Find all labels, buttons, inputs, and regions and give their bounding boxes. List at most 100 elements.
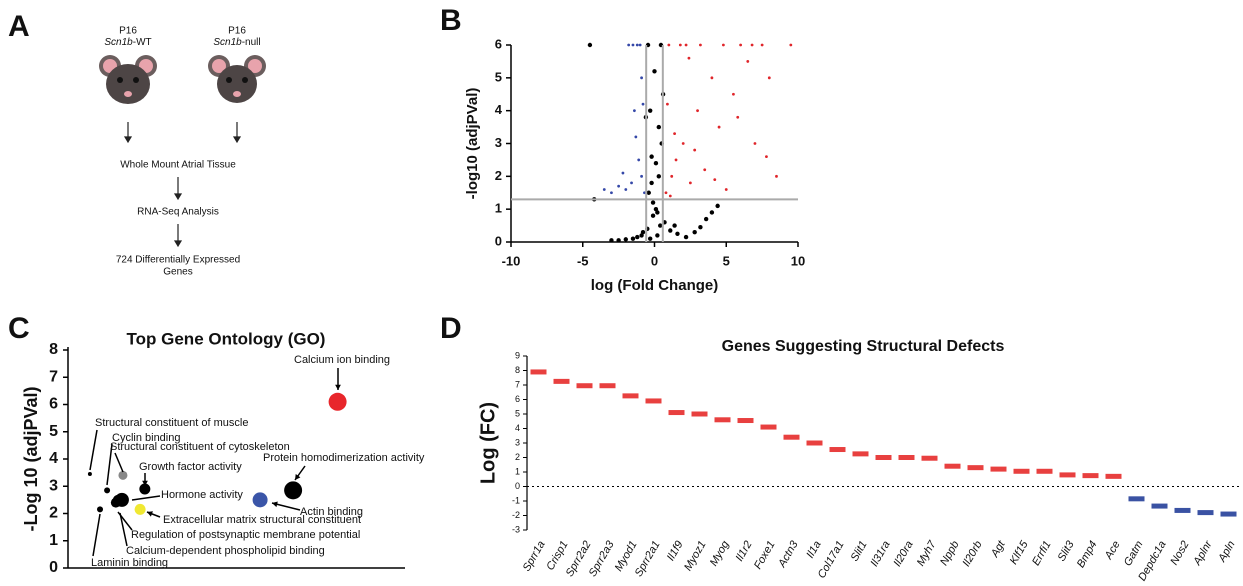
annotation-arrow — [114, 452, 124, 473]
annotation-arrow — [92, 513, 101, 557]
y-axis-label: Log (FC) — [477, 402, 499, 484]
data-point — [609, 238, 614, 243]
y-tick-label: 4 — [515, 423, 520, 433]
x-tick-label: Il31ra — [868, 539, 892, 569]
data-point — [699, 43, 702, 47]
bubble — [328, 392, 347, 411]
data-point — [715, 203, 720, 209]
data-point — [687, 56, 691, 60]
y-tick-label: 3 — [49, 477, 58, 494]
group-genotype: Scn1b-null — [213, 37, 260, 48]
bar — [967, 465, 984, 471]
data-point — [649, 180, 654, 186]
x-tick-label: Il1r2 — [734, 539, 755, 564]
data-point — [658, 223, 663, 228]
mouse-icon — [208, 55, 266, 103]
bar — [1082, 473, 1099, 479]
bar — [645, 398, 662, 404]
data-point — [693, 148, 697, 152]
bubble — [112, 494, 123, 505]
x-tick-label: Aplnr — [1191, 538, 1215, 568]
bar — [1151, 503, 1168, 509]
data-point — [703, 168, 707, 172]
bubble-label: Cyclin binding — [112, 432, 180, 444]
y-axis-label: -Log 10 (adjPVal) — [21, 386, 41, 531]
x-tick-label: -5 — [577, 253, 589, 268]
bubble-label: Growth factor activity — [139, 461, 242, 473]
mouse-icon — [99, 55, 157, 104]
gene-name: Scn1b — [213, 37, 242, 48]
flow-step: 724 Differentially Expressed — [116, 255, 240, 266]
bubble-label: Hormone activity — [161, 489, 243, 501]
data-point — [630, 181, 633, 185]
data-point — [666, 102, 669, 106]
data-point — [617, 184, 621, 188]
y-tick-label: 6 — [49, 396, 58, 413]
y-tick-label: 1 — [515, 466, 520, 476]
bubble — [134, 503, 146, 515]
data-point — [655, 210, 660, 215]
data-point — [739, 43, 742, 47]
x-tick-label: Bmp4 — [1075, 539, 1100, 570]
bar — [714, 417, 731, 423]
y-tick-label: 2 — [495, 168, 502, 183]
flow-step: Whole Mount Atrial Tissue — [120, 160, 236, 171]
y-tick-label: -1 — [512, 495, 520, 505]
bar — [691, 411, 708, 417]
x-axis-label: log (Fold Change) — [591, 277, 718, 294]
x-tick-label: Ace — [1102, 539, 1122, 562]
y-axis-label: -log10 (adjPVal) — [464, 88, 481, 200]
data-point — [672, 223, 677, 228]
data-point — [616, 238, 621, 243]
data-point — [623, 237, 628, 242]
x-tick-label: Myoz1 — [682, 539, 709, 573]
data-point — [610, 191, 613, 195]
bar — [760, 424, 777, 430]
data-point — [736, 115, 740, 119]
data-point — [647, 108, 653, 113]
y-tick-label: 7 — [49, 368, 58, 385]
data-point — [724, 188, 728, 191]
y-tick-label: 0 — [515, 481, 520, 491]
data-point — [638, 43, 642, 47]
bubble — [284, 481, 303, 500]
data-point — [627, 43, 631, 47]
x-tick-label: Nos2 — [1168, 539, 1191, 567]
data-point — [767, 76, 771, 80]
bar — [1197, 510, 1214, 516]
data-point — [602, 188, 606, 191]
y-tick-label: 3 — [515, 437, 520, 447]
data-point — [653, 161, 659, 166]
data-point — [668, 228, 673, 233]
bar — [944, 463, 961, 469]
bar — [553, 378, 570, 384]
data-point — [721, 43, 725, 47]
data-point — [717, 125, 721, 129]
x-tick-label: Gatm — [1122, 539, 1146, 568]
arrow-head — [335, 384, 341, 390]
data-point — [640, 229, 646, 235]
group-genotype: Scn1b-WT — [104, 37, 151, 48]
data-point — [655, 233, 660, 238]
x-tick-label: Apln — [1216, 539, 1238, 565]
data-point — [643, 191, 646, 195]
y-tick-label: 2 — [515, 452, 520, 462]
mouse-icons — [99, 55, 266, 104]
y-tick-label: 5 — [495, 69, 502, 84]
bar — [1059, 472, 1076, 478]
data-point — [678, 43, 682, 47]
data-point — [732, 92, 735, 96]
bar — [1036, 468, 1053, 474]
bubble — [87, 471, 92, 476]
y-tick-label: 1 — [495, 201, 502, 216]
annotation-arrow — [119, 512, 128, 547]
x-tick-label: -10 — [502, 253, 521, 268]
data-point — [673, 132, 676, 136]
bar — [898, 455, 915, 460]
x-tick-label: Sprr1a — [521, 539, 548, 574]
bubble — [139, 483, 151, 495]
data-point — [681, 142, 685, 145]
y-tick-label: 0 — [49, 559, 58, 576]
bar — [783, 434, 800, 440]
